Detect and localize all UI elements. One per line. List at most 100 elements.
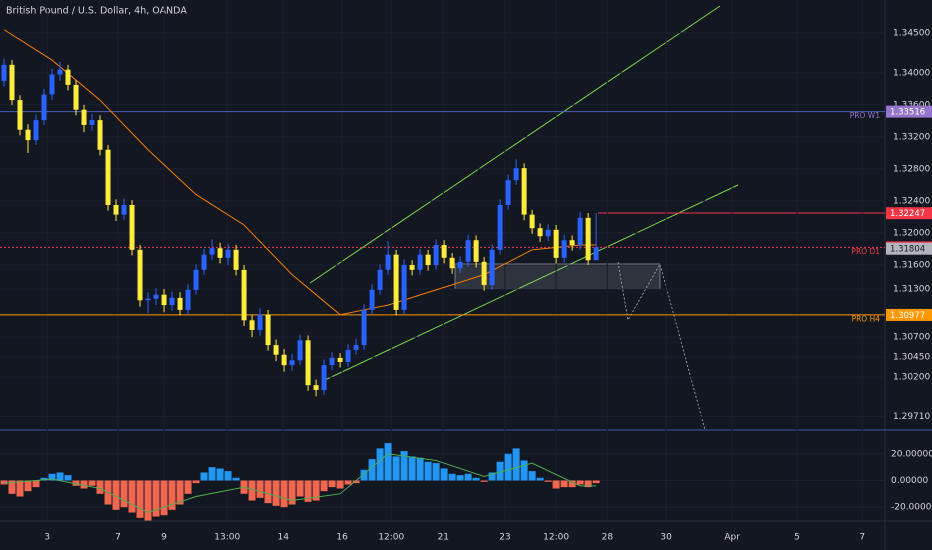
indicator-bar <box>416 457 424 481</box>
x-tick-label: 5 <box>794 533 800 543</box>
candle-body <box>553 229 559 258</box>
candle-body <box>545 229 551 237</box>
chart-title: British Pound / U.S. Dollar, 4h, OANDA <box>6 6 187 17</box>
indicator-bar <box>576 480 584 485</box>
zone-box <box>454 263 661 290</box>
candle-body <box>449 257 455 269</box>
x-tick-label: 3 <box>44 533 50 543</box>
indicator-bar <box>216 468 224 481</box>
indicator-bar <box>432 463 440 481</box>
candle-body <box>185 289 191 310</box>
candle-body <box>209 248 215 255</box>
indicator-bar <box>560 480 568 488</box>
y-tick-label: 1.33200 <box>893 132 930 142</box>
indicator-bar <box>568 480 576 488</box>
indicator-bar <box>192 480 200 484</box>
indicator-bar <box>0 480 8 485</box>
candle-body <box>401 265 407 310</box>
candle-body <box>225 249 231 258</box>
x-tick-label: 12:00 <box>378 533 404 543</box>
indicator-bar <box>80 480 88 489</box>
candle-body <box>241 269 247 321</box>
indicator-bar <box>592 480 600 484</box>
indicator-bar <box>376 448 384 481</box>
candle-body <box>385 254 391 270</box>
candle-body <box>257 314 263 330</box>
candle-body <box>361 309 367 346</box>
candle-body <box>289 360 295 366</box>
indicator-bar <box>184 480 192 494</box>
indicator-bar <box>16 480 24 497</box>
candle-body <box>313 385 319 390</box>
candle-body <box>329 357 335 366</box>
indicator-bar <box>256 480 264 498</box>
candle-body <box>217 248 223 258</box>
indicator-bar <box>168 480 176 510</box>
price-tag-label: 1.30977 <box>890 311 925 321</box>
price-tag <box>886 308 932 321</box>
indicator-bar <box>536 477 544 481</box>
indicator-bar <box>120 480 128 508</box>
candle-body <box>33 120 39 141</box>
candle-body <box>201 254 207 270</box>
level-name: PRO D1 <box>851 247 880 256</box>
moving-average <box>3 29 597 316</box>
candle-body <box>265 314 271 346</box>
x-tick-label: 30 <box>660 533 672 543</box>
price-tag <box>886 105 932 118</box>
indicator-bar <box>440 468 448 481</box>
candle-body <box>161 294 167 306</box>
indicator-bar <box>328 480 336 488</box>
indicator-bar <box>272 480 280 506</box>
candle-body <box>105 149 111 205</box>
candle-body <box>505 180 511 205</box>
candle-body <box>9 64 15 101</box>
indicator-bar <box>552 480 560 489</box>
candle-body <box>297 340 303 361</box>
x-tick-label: 13:00 <box>214 533 240 543</box>
indicator-bar <box>352 480 360 484</box>
y-tick-label: 1.32000 <box>893 229 930 239</box>
indicator-bar <box>512 448 520 481</box>
x-tick-label: 28 <box>602 533 614 543</box>
candle-body <box>417 254 423 270</box>
indicator-bar <box>112 480 120 510</box>
candle-body <box>73 84 79 110</box>
candle-body <box>81 109 87 125</box>
indicator-bar <box>56 472 64 481</box>
candle-body <box>153 294 159 299</box>
candle-body <box>25 129 31 141</box>
candle-body <box>569 240 575 246</box>
indicator-bar <box>200 472 208 481</box>
candle-body <box>17 100 23 130</box>
indicator-bar <box>8 480 16 494</box>
indicator-bar <box>312 480 320 501</box>
candle-body <box>441 245 447 258</box>
x-tick-label: 21 <box>438 533 449 543</box>
candle-body <box>473 240 479 262</box>
indicator-bar <box>520 460 528 481</box>
indicator-bar <box>280 480 288 508</box>
indicator-bar <box>368 459 376 481</box>
x-tick-label: 23 <box>499 533 510 543</box>
level-name: PRO W1 <box>850 111 880 120</box>
x-tick-label: 7 <box>859 533 865 543</box>
candle-body <box>145 298 151 301</box>
x-tick-label: Apr <box>724 533 740 543</box>
indicator-bar <box>264 480 272 504</box>
candle-body <box>345 349 351 362</box>
candle-body <box>465 240 471 262</box>
candle-body <box>321 365 327 390</box>
x-tick-label: 7 <box>115 533 121 543</box>
candle-body <box>521 168 527 215</box>
indicator-bar <box>304 480 312 502</box>
candle-body <box>97 120 103 150</box>
candle-body <box>1 64 7 81</box>
indicator-bar <box>400 451 408 481</box>
candle-body <box>457 261 463 269</box>
candle-body <box>369 289 375 310</box>
indicator-bar <box>88 480 96 486</box>
indicator-bar <box>528 471 536 481</box>
y-tick-label: 1.32800 <box>893 164 930 174</box>
